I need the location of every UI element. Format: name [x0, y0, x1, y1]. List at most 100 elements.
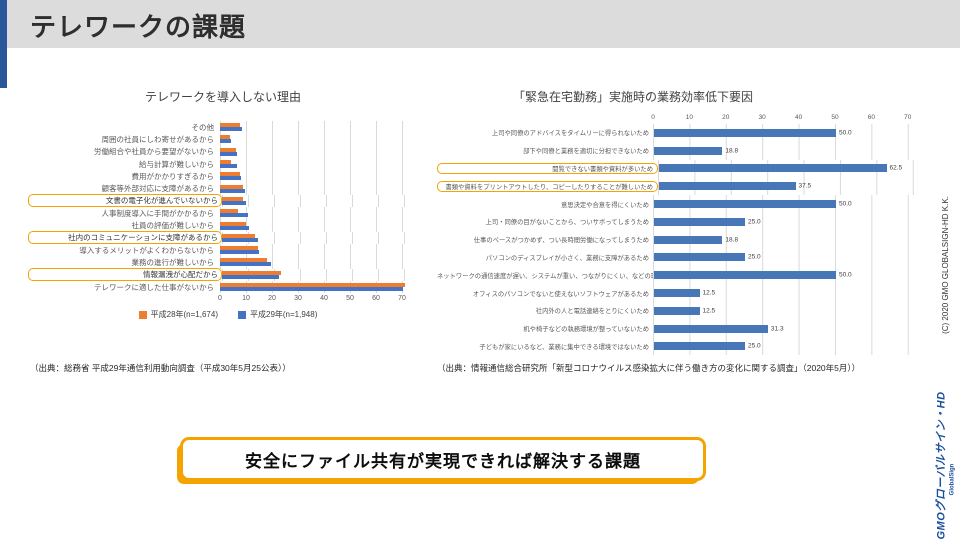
left-bar-group — [220, 182, 420, 195]
left-chart-row: 顧客等外部対応に支障があるから — [28, 182, 428, 195]
left-bar-group — [220, 133, 420, 146]
right-chart-row: 机や椅子などの執務環境が整っていないため 31.3 — [437, 319, 922, 338]
bar-平成29年(n=1,948) — [222, 237, 258, 242]
left-bar-group — [222, 268, 422, 281]
bar — [654, 146, 723, 155]
x-tick-label: 10 — [685, 114, 693, 121]
right-chart-source: （出典：情報通信総合研究所「新型コロナウイルス感染拡大に伴う働き方の変化に関する… — [437, 363, 861, 373]
data-label: 18.8 — [725, 147, 739, 155]
left-category-label: 顧客等外部対応に支障があるから — [101, 184, 215, 194]
bar-平成28年(n=1,674) — [220, 209, 239, 214]
right-category-label: 子どもが家にいるなど、業務に集中できる環境ではないため — [479, 343, 649, 351]
right-category-label: 机や椅子などの執務環境が整っていないため — [523, 326, 649, 334]
x-tick-label: 70 — [398, 295, 406, 303]
data-label: 12.5 — [702, 307, 716, 315]
left-bar-group — [222, 231, 422, 244]
right-bar-cell: 62.5 — [658, 159, 916, 178]
left-chart-title: テレワークを導入しない理由 — [144, 90, 301, 104]
left-chart-row: 労働組合や社員から要望がないから — [28, 145, 428, 158]
conclusion-banner: 安全にファイル共有が実現できれば解決する課題 — [180, 437, 706, 481]
right-chart-row: 子どもが家にいるなど、業務に集中できる環境ではないため 25.0 — [437, 337, 922, 356]
bar — [659, 182, 796, 191]
bar-平成29年(n=1,948) — [220, 176, 242, 181]
bar-平成29年(n=1,948) — [222, 274, 279, 279]
left-category-label: 給与計算が難しいから — [139, 159, 214, 169]
data-label: 12.5 — [702, 289, 716, 297]
right-chart-row: 上司・同僚の目がないことから、ついサボってしまうため 25.0 — [437, 212, 922, 231]
left-category-label: 社内のコミュニケーションに支障があるから — [28, 231, 222, 245]
data-label: 18.8 — [725, 236, 739, 244]
left-chart-row: 業務の進行が難しいから — [28, 256, 428, 269]
right-bar-cell: 31.3 — [653, 319, 911, 338]
bar — [654, 128, 836, 137]
left-category-label: 導入するメリットがよくわからないから — [79, 245, 214, 255]
bar-平成28年(n=1,674) — [220, 184, 244, 189]
left-chart-x-axis: 0 10 20 30 40 50 60 70 — [218, 293, 425, 305]
logo-subtext: GlobalSign — [949, 463, 956, 496]
data-label: 50.0 — [839, 129, 852, 137]
x-tick-label: 40 — [320, 295, 328, 303]
right-category-label: 意思決定や合意を得にくいため — [560, 201, 649, 209]
bar-平成29年(n=1,948) — [220, 164, 237, 169]
x-tick-label: 30 — [758, 114, 766, 121]
bar-平成29年(n=1,948) — [220, 225, 250, 230]
data-label: 62.5 — [889, 164, 903, 172]
right-chart-row: 閲覧できない書類や資料が多いため 62.5 — [437, 159, 922, 178]
bar-平成29年(n=1,948) — [222, 200, 247, 205]
right-category-label: 仕事のペースがつかめず、つい長時間労働になってしまうため — [473, 237, 649, 245]
bar-平成29年(n=1,948) — [220, 250, 259, 255]
right-bar-cell: 25.0 — [653, 248, 911, 267]
right-bar-cell: 25.0 — [653, 337, 911, 356]
left-bar-group — [220, 170, 420, 183]
left-chart: テレワークを導入しない理由 その他 周囲の社員にしわ寄せがあるから 労働組合や社員か… — [28, 88, 428, 320]
left-category-label: 周囲の社員にしわ寄せがあるから — [101, 134, 215, 144]
left-bar-group — [220, 157, 420, 171]
legend-label: 平成28年(n=1,674) — [150, 310, 218, 320]
x-tick-label: 60 — [867, 114, 875, 121]
accent-stripe — [0, 0, 7, 88]
left-chart-row: 社内のコミュニケーションに支障があるから — [28, 231, 428, 245]
left-bar-group — [220, 256, 420, 269]
legend-swatch — [138, 310, 147, 319]
bar-平成29年(n=1,948) — [220, 188, 245, 193]
right-chart-row: 部下や同僚と業務を適切に分担できないため 18.8 — [437, 141, 922, 160]
bar-平成28年(n=1,674) — [222, 270, 281, 275]
data-label: 25.0 — [748, 218, 761, 226]
right-chart-row: 意思決定や合意を得にくいため 50.0 — [437, 195, 922, 213]
bar-平成29年(n=1,948) — [220, 139, 232, 144]
left-category-label: 文書の電子化が進んでいないから — [28, 194, 222, 208]
left-category-label: テレワークに適した仕事がないから — [94, 282, 214, 292]
bar — [654, 342, 745, 351]
right-bar-cell: 18.8 — [653, 230, 911, 249]
bar-平成29年(n=1,948) — [220, 151, 237, 156]
left-bar-group — [220, 207, 420, 220]
right-bar-cell: 50.0 — [653, 124, 911, 142]
left-category-label: 人事制度導入に手間がかかるから — [101, 208, 215, 218]
bar-平成28年(n=1,674) — [220, 160, 231, 165]
left-chart-row: その他 — [28, 121, 428, 134]
left-category-label: 社員の評価が難しいから — [131, 221, 215, 231]
left-chart-row: 人事制度導入に手間がかかるから — [28, 207, 428, 220]
bar-平成28年(n=1,674) — [220, 221, 246, 226]
right-category-label: 部下や同僚と業務を適切に分担できないため — [523, 148, 649, 156]
bar — [654, 235, 723, 244]
right-bar-cell: 50.0 — [653, 266, 911, 285]
bar — [654, 289, 700, 298]
bar-平成28年(n=1,674) — [220, 258, 268, 263]
x-tick-label: 60 — [372, 295, 380, 303]
conclusion-banner-text: 安全にファイル共有が実現できれば解決する課題 — [245, 451, 641, 471]
bar — [654, 271, 836, 280]
data-label: 50.0 — [839, 271, 852, 279]
bar — [654, 200, 836, 209]
bar-平成28年(n=1,674) — [220, 135, 231, 140]
left-chart-source: （出典：総務省 平成29年通信利用動向調査（平成30年5月25公表）） — [30, 363, 291, 373]
left-bar-group — [220, 219, 420, 232]
x-tick-label: 30 — [294, 295, 302, 303]
bar-平成28年(n=1,674) — [222, 233, 255, 238]
bar-平成28年(n=1,674) — [222, 196, 243, 201]
bar-平成29年(n=1,948) — [220, 262, 271, 267]
left-chart-row: テレワークに適した仕事がないから — [28, 280, 428, 294]
x-tick-label: 50 — [346, 295, 354, 303]
bar-平成28年(n=1,674) — [220, 147, 236, 152]
copyright-vertical-text: (C) 2020 GMO GLOBALSIGN-HD K.K. — [941, 196, 950, 334]
